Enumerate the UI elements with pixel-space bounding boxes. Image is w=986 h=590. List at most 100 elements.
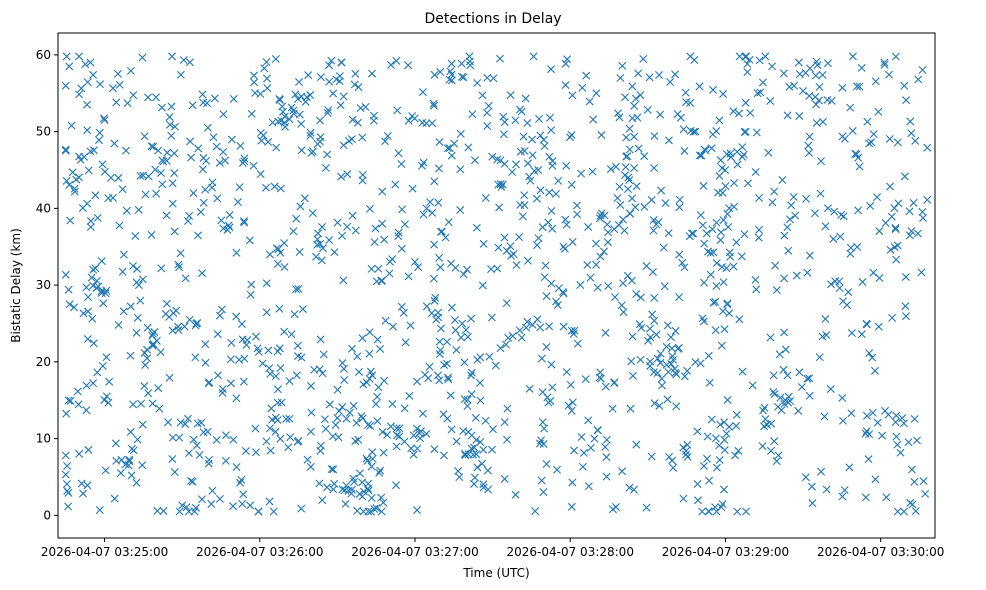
data-point bbox=[446, 67, 455, 76]
data-point bbox=[65, 62, 74, 71]
data-point bbox=[592, 260, 601, 269]
data-point bbox=[559, 242, 568, 251]
data-point bbox=[530, 166, 539, 175]
data-point bbox=[642, 503, 651, 512]
data-point bbox=[235, 183, 244, 192]
data-point bbox=[242, 340, 251, 349]
data-point bbox=[610, 379, 619, 388]
data-point bbox=[392, 56, 401, 65]
data-point bbox=[858, 277, 867, 286]
data-point bbox=[404, 116, 413, 125]
data-point bbox=[740, 230, 749, 239]
data-point bbox=[725, 309, 734, 318]
data-point bbox=[257, 136, 266, 145]
data-point bbox=[73, 387, 82, 396]
data-point bbox=[865, 349, 874, 358]
data-point bbox=[129, 91, 138, 100]
data-point bbox=[767, 446, 775, 455]
data-point bbox=[61, 145, 70, 154]
data-point bbox=[712, 259, 721, 268]
data-point bbox=[406, 321, 415, 330]
y-axis-label: Bistatic Delay (km) bbox=[9, 228, 23, 343]
data-point bbox=[94, 136, 103, 145]
data-point bbox=[845, 463, 854, 472]
data-point bbox=[864, 455, 873, 464]
data-point bbox=[354, 435, 363, 444]
data-point bbox=[144, 172, 153, 181]
data-point bbox=[863, 117, 872, 126]
data-point bbox=[256, 89, 265, 98]
data-point bbox=[630, 485, 639, 494]
data-point bbox=[329, 89, 338, 98]
data-point bbox=[395, 424, 404, 433]
data-point bbox=[319, 350, 328, 359]
data-point bbox=[285, 115, 294, 124]
data-point bbox=[175, 433, 184, 442]
data-point bbox=[271, 372, 280, 381]
data-point bbox=[313, 235, 322, 244]
data-point bbox=[636, 293, 645, 302]
data-point bbox=[752, 128, 761, 137]
data-point bbox=[273, 398, 282, 407]
data-point bbox=[805, 391, 814, 400]
data-point bbox=[577, 432, 586, 441]
data-point bbox=[187, 477, 195, 486]
data-point bbox=[854, 153, 863, 162]
data-point bbox=[463, 402, 472, 411]
data-point bbox=[516, 200, 525, 209]
data-point bbox=[367, 462, 376, 471]
data-point bbox=[355, 489, 364, 498]
data-point bbox=[459, 270, 468, 279]
data-point bbox=[434, 308, 443, 317]
data-point bbox=[194, 144, 203, 153]
data-point bbox=[447, 425, 456, 434]
data-point bbox=[679, 125, 688, 134]
data-point bbox=[466, 61, 475, 70]
data-point bbox=[807, 482, 816, 491]
data-point bbox=[293, 341, 302, 350]
data-point bbox=[703, 454, 712, 463]
data-point bbox=[533, 241, 542, 250]
data-point bbox=[368, 448, 377, 457]
data-point bbox=[316, 116, 325, 125]
data-point bbox=[473, 79, 482, 87]
data-point bbox=[540, 142, 549, 151]
data-point bbox=[805, 374, 814, 383]
data-point bbox=[802, 194, 811, 203]
data-point bbox=[600, 211, 609, 220]
data-point bbox=[192, 441, 201, 450]
data-point bbox=[129, 400, 138, 409]
data-point bbox=[105, 377, 114, 386]
data-point bbox=[417, 161, 426, 170]
data-point bbox=[581, 375, 590, 384]
data-point bbox=[126, 302, 135, 311]
data-point bbox=[82, 406, 91, 415]
data-point bbox=[794, 406, 803, 415]
data-point bbox=[707, 144, 716, 153]
data-point bbox=[911, 507, 920, 516]
data-point bbox=[822, 485, 831, 494]
data-point bbox=[632, 440, 641, 449]
data-point bbox=[831, 277, 840, 286]
data-point bbox=[165, 112, 174, 121]
data-point bbox=[671, 70, 680, 79]
data-point bbox=[245, 236, 254, 245]
data-point bbox=[652, 330, 661, 339]
data-point bbox=[152, 189, 161, 198]
data-point bbox=[523, 256, 532, 265]
data-point bbox=[478, 281, 487, 290]
data-point bbox=[669, 463, 678, 472]
data-point bbox=[693, 480, 702, 489]
data-point bbox=[552, 297, 561, 306]
data-point bbox=[795, 368, 804, 377]
data-point bbox=[625, 145, 634, 154]
data-point bbox=[642, 262, 651, 271]
data-point bbox=[761, 52, 770, 61]
data-point bbox=[256, 170, 265, 179]
data-point bbox=[720, 485, 729, 494]
data-point bbox=[435, 350, 444, 359]
data-point bbox=[884, 410, 893, 419]
data-point bbox=[661, 199, 670, 208]
data-point bbox=[699, 462, 708, 470]
data-point bbox=[496, 344, 505, 353]
